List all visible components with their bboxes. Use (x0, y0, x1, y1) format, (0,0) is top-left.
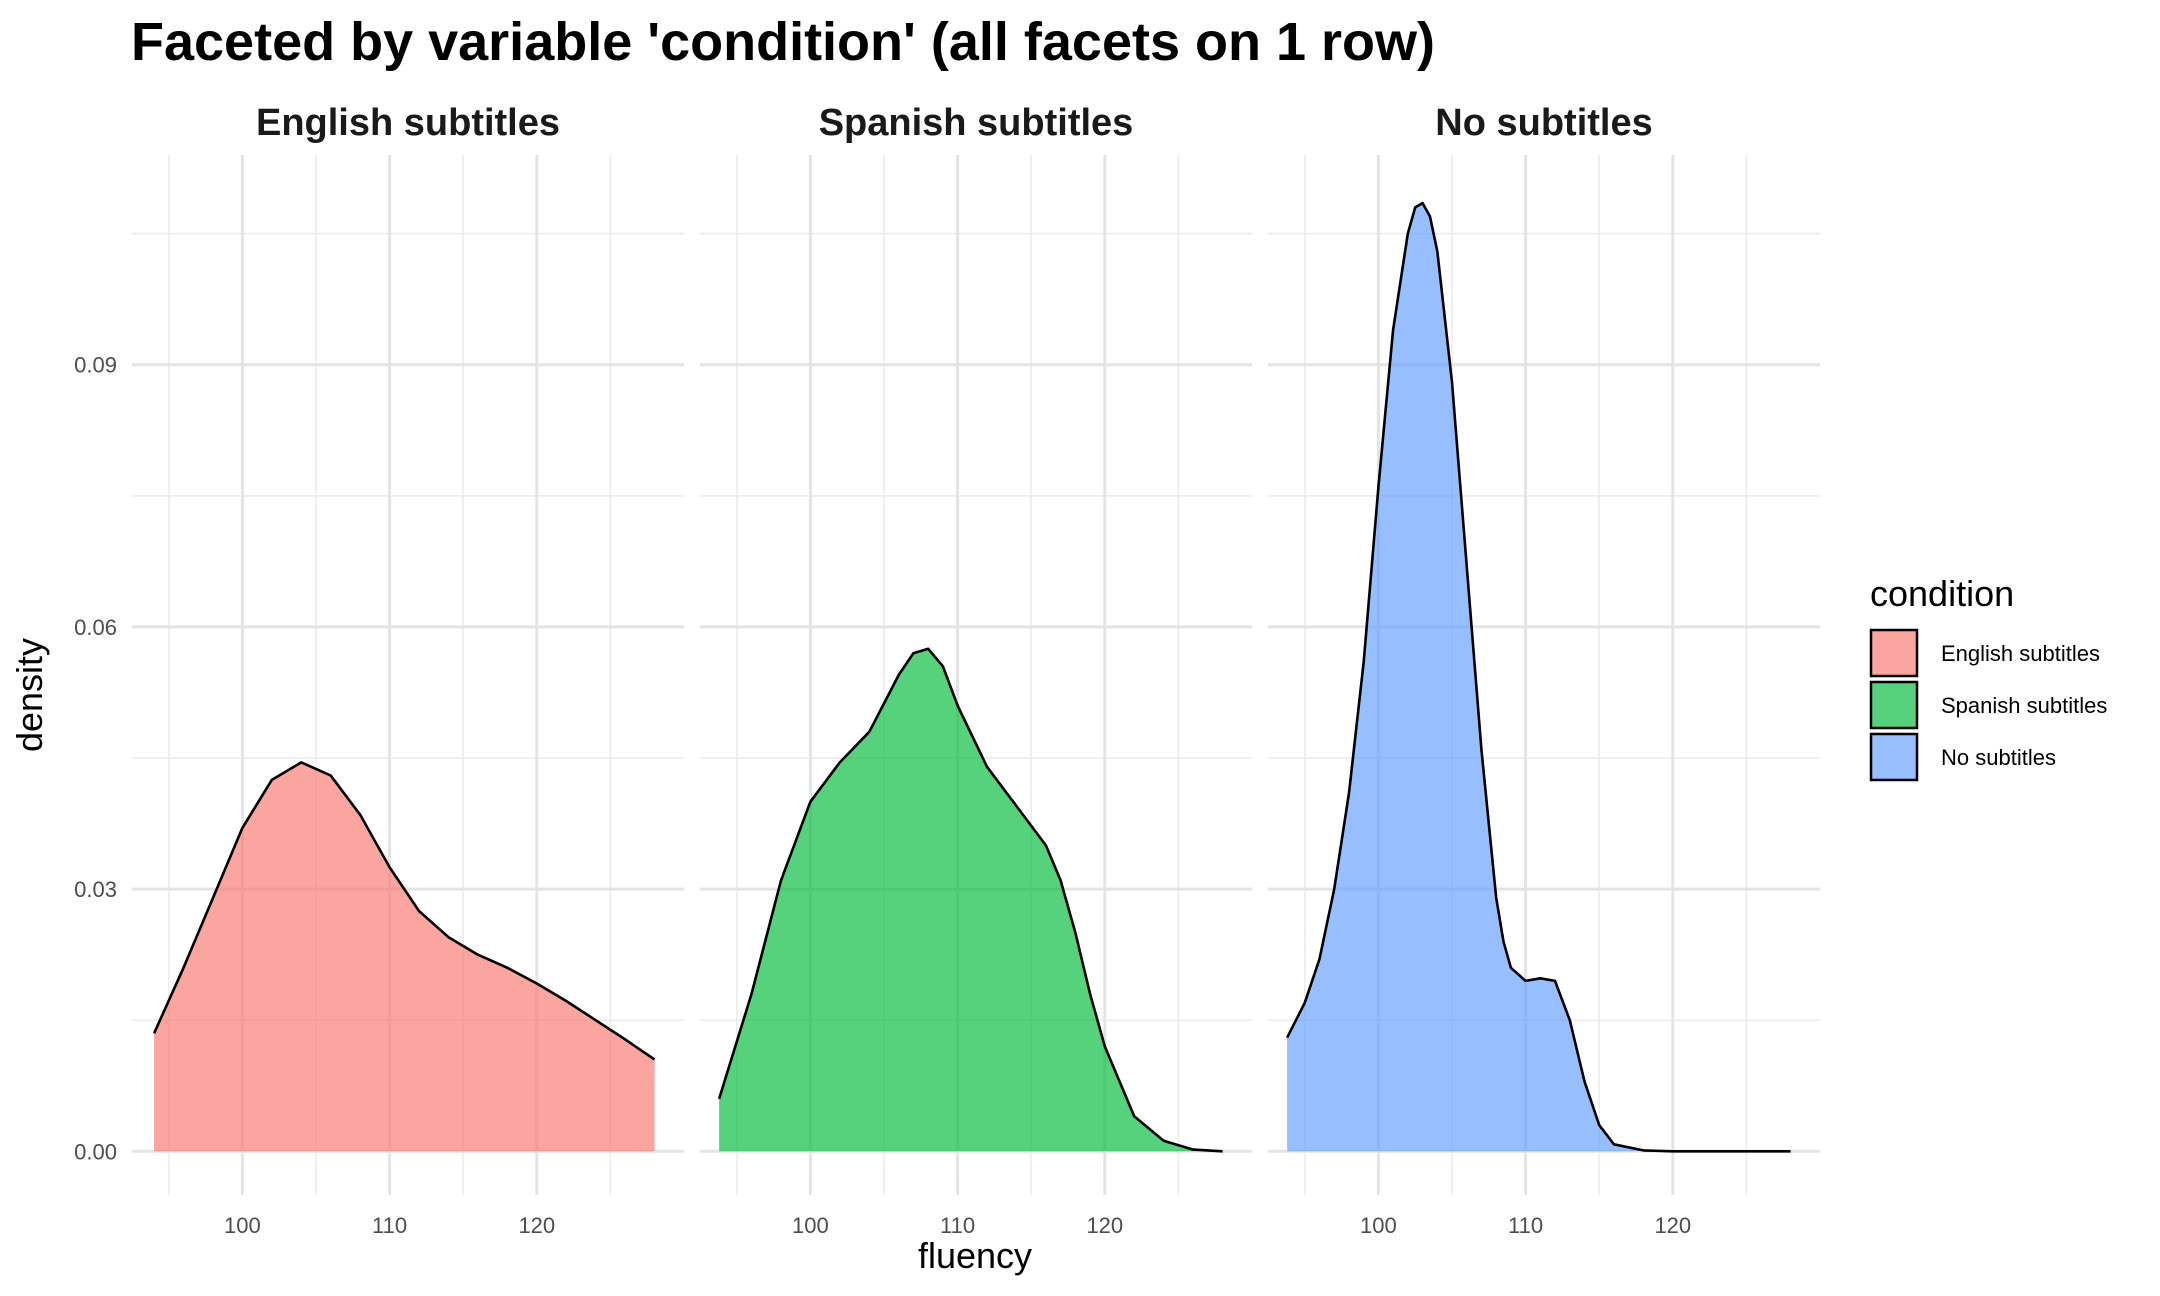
x-tick-label: 110 (372, 1213, 407, 1238)
facet-strip-label: Spanish subtitles (819, 102, 1134, 144)
facet-panel-spanish-subtitles: Spanish subtitles 100 110 120 (700, 102, 1252, 1238)
density-area-no-subtitles (1287, 203, 1791, 1152)
x-tick-label: 100 (792, 1213, 829, 1238)
x-tick-label: 120 (1086, 1213, 1123, 1238)
x-tick-label: 120 (1654, 1213, 1691, 1238)
y-tick-label: 0.00 (74, 1139, 117, 1164)
legend: condition English subtitles Spanish subti… (1869, 573, 2107, 782)
legend-key (1869, 628, 1919, 678)
facet-strip-label: No subtitles (1435, 102, 1652, 144)
x-tick-label: 110 (940, 1213, 975, 1238)
legend-label: English subtitles (1941, 641, 2100, 666)
chart-title: Faceted by variable 'condition' (all fac… (131, 12, 1435, 72)
x-tick-label: 100 (224, 1213, 261, 1238)
density-area-spanish-subtitles (719, 648, 1223, 1152)
facet-panel-english-subtitles: English subtitles 100 110 120 (132, 102, 684, 1238)
legend-item-spanish-subtitles: Spanish subtitles (1869, 680, 2107, 730)
density-line-no-subtitles (1285, 201, 1791, 1153)
x-tick-label: 110 (1508, 1213, 1543, 1238)
y-axis-label: density (9, 638, 50, 752)
legend-label: No subtitles (1941, 745, 2056, 770)
density-line-english-subtitles (152, 761, 656, 1061)
facet-strip-label: English subtitles (256, 102, 560, 144)
x-tick-label: 120 (518, 1213, 555, 1238)
x-axis-label: fluency (918, 1235, 1032, 1276)
x-tick-label: 100 (1360, 1213, 1397, 1238)
y-tick-label: 0.06 (74, 615, 117, 640)
facet-panel-no-subtitles: No subtitles 100 110 120 (1268, 102, 1820, 1238)
y-tick-label: 0.09 (74, 353, 117, 378)
density-line-spanish-subtitles (717, 647, 1223, 1153)
legend-key (1869, 732, 1919, 782)
legend-item-english-subtitles: English subtitles (1869, 628, 2100, 678)
legend-title: condition (1870, 573, 2014, 614)
density-area-english-subtitles (154, 762, 655, 1152)
legend-label: Spanish subtitles (1941, 693, 2107, 718)
y-tick-label: 0.03 (74, 877, 117, 902)
legend-item-no-subtitles: No subtitles (1869, 732, 2056, 782)
legend-key (1869, 680, 1919, 730)
